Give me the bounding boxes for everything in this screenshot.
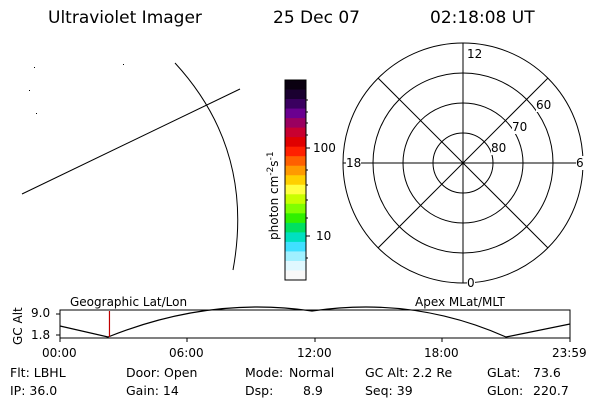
altitude-curve <box>59 306 571 338</box>
colorbar-band <box>285 260 306 271</box>
gc-alt-label: GC Alt: 2.2 Re <box>365 365 453 380</box>
colorbar-band <box>285 118 306 129</box>
timeline-frame <box>59 309 571 339</box>
filter-label: Flt: LBHL <box>10 365 66 380</box>
colorbar-band <box>285 99 306 110</box>
mode-value: Normal <box>289 365 335 380</box>
colorbar-band <box>285 222 306 233</box>
colorbar-band <box>285 194 306 205</box>
xtick-1800: 18:00 <box>424 346 459 360</box>
colorbar-band <box>285 232 306 243</box>
mlt-label-0: 0 <box>467 276 475 290</box>
mlt-label-18: 18 <box>346 156 362 170</box>
colorbar-tick-10: 10 <box>316 229 332 243</box>
colorbar-band <box>285 146 306 157</box>
mode-label: Mode: <box>245 365 284 380</box>
glon-label: GLon: <box>487 383 524 398</box>
ip-label: IP: 36.0 <box>10 383 58 398</box>
colorbar-band <box>285 241 306 252</box>
colorbar-band <box>285 213 306 224</box>
colorbar-band <box>285 175 306 186</box>
dsp-value: 8.9 <box>303 383 323 398</box>
colorbar-band <box>285 108 306 119</box>
lat-label-70: 70 <box>512 120 528 134</box>
apex-mlat-mlt-label: Apex MLat/MLT <box>415 295 505 309</box>
latitude-line <box>21 88 241 195</box>
mlt-label-12: 12 <box>467 47 483 61</box>
diagonal-2 <box>377 77 549 249</box>
colorbar-band <box>285 165 306 176</box>
lat-label-80: 80 <box>491 141 507 155</box>
colorbar-band <box>285 127 306 138</box>
timeline-x-ticks <box>59 338 571 342</box>
xtick-2359: 23:59 <box>552 346 587 360</box>
geographic-latlon-label: Geographic Lat/Lon <box>70 295 188 309</box>
mlt-label-6: 6 <box>576 156 584 170</box>
ytick-1-8: 1.8 <box>31 328 51 342</box>
lat-label-60: 60 <box>536 98 552 112</box>
colorbar-band <box>285 137 306 148</box>
timeline-y-ticks <box>56 313 60 336</box>
glat-value: 73.6 <box>533 365 561 380</box>
timeline-axis-label: GC Alt <box>11 307 25 345</box>
ytick-9: 9.0 <box>31 306 51 320</box>
glat-label: GLat: <box>487 365 521 380</box>
xtick-1200: 12:00 <box>297 346 332 360</box>
date-label: 25 Dec 07 <box>273 8 360 28</box>
colorbar-band <box>285 156 306 167</box>
gain-label: Gain: 14 <box>126 383 179 398</box>
colorbar-band <box>285 270 306 281</box>
instrument-title: Ultraviolet Imager <box>48 8 202 28</box>
colorbar-ticks <box>306 99 310 259</box>
colorbar-band <box>285 184 306 195</box>
seq-label: Seq: 39 <box>365 383 413 398</box>
colorbar-band <box>285 251 306 262</box>
glon-value: 220.7 <box>533 383 569 398</box>
time-label: 02:18:08 UT <box>430 8 535 28</box>
colorbar-band <box>285 89 306 100</box>
door-label: Door: Open <box>126 365 198 380</box>
longitude-arc <box>174 62 239 271</box>
xtick-0000: 00:00 <box>42 346 77 360</box>
colorbar-tick-100: 100 <box>313 141 336 155</box>
xtick-0600: 06:00 <box>169 346 204 360</box>
dsp-label: Dsp: <box>245 383 274 398</box>
colorbar-band <box>285 203 306 214</box>
colorbar-band <box>285 80 306 91</box>
